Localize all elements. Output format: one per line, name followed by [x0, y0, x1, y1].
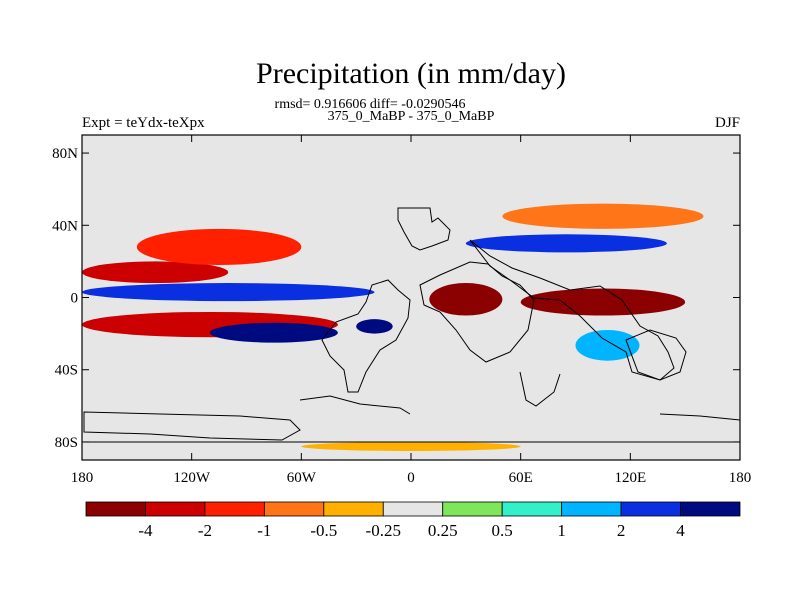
colorbar-label: 1: [557, 521, 566, 540]
colorbar-swatch: [145, 501, 206, 517]
y-tick-label: 80N: [52, 146, 78, 162]
colorbar-swatch: [680, 501, 741, 517]
colorbar-label: 2: [617, 521, 626, 540]
x-tick-label: 120W: [173, 470, 211, 486]
colorbar-label: -2: [198, 521, 212, 540]
y-tick-label: 0: [71, 291, 79, 307]
y-tick-label: 40N: [52, 218, 78, 234]
x-tick-label: 60E: [509, 470, 533, 486]
colorbar-label: -0.25: [366, 521, 401, 540]
coastline-africa: [419, 261, 535, 363]
stats-line: rmsd= 0.916606 diff= -0.0290546: [275, 97, 466, 112]
coastline-south-america: [321, 279, 411, 393]
colorbar-swatch: [620, 501, 681, 517]
colorbar-swatch: [501, 501, 563, 517]
coastline-americas: [397, 207, 451, 251]
colorbar-label: -0.5: [310, 521, 337, 540]
chart-subtitle: 375_0_MaBP - 375_0_MaBP: [328, 109, 495, 124]
colorbar-swatch: [382, 501, 444, 517]
colorbar-label: -4: [138, 521, 153, 540]
colorbar: -4 -2 -1 -0.5 -0.25 0.25 0.5 1 2 4: [85, 501, 741, 540]
right-label: DJF: [715, 115, 740, 131]
colorbar-swatch: [204, 501, 265, 517]
chart-title: Precipitation (in mm/day): [256, 57, 566, 90]
axes: 180 120W 60W 0 60E 120E 180 80N 40N 0 40S 80S: [52, 135, 751, 486]
x-tick-label: 180: [71, 470, 94, 486]
left-label: Expt = teYdx-teXpx: [82, 115, 205, 131]
colorbar-label: -1: [257, 521, 271, 540]
colorbar-label: 4: [676, 521, 685, 540]
y-tick-label: 40S: [55, 363, 78, 379]
field-region: [209, 322, 338, 343]
x-tick-label: 180: [729, 470, 752, 486]
field-region: [136, 228, 302, 265]
x-tick-label: 120E: [614, 470, 646, 486]
map-field: [82, 135, 740, 460]
field-region: [575, 330, 640, 361]
field-region: [520, 288, 686, 316]
field-region: [429, 283, 503, 316]
coastlines: [83, 207, 741, 443]
colorbar-swatch: [85, 501, 146, 517]
x-tick-label: 0: [407, 470, 415, 486]
colorbar-swatch: [263, 501, 325, 517]
colorbar-swatch: [323, 501, 384, 517]
field-region: [82, 261, 229, 284]
field-region: [82, 283, 375, 302]
y-tick-label: 80S: [55, 435, 78, 451]
colorbar-swatch: [561, 501, 622, 517]
coastline-greenland-antarctica: [83, 371, 741, 443]
field-region: [356, 319, 393, 334]
x-tick-label: 60W: [287, 470, 317, 486]
field-region: [502, 203, 704, 229]
field-region: [465, 234, 667, 253]
colorbar-label: 0.25: [428, 521, 458, 540]
coastline-eurasia: [469, 239, 675, 381]
colorbar-swatch: [442, 501, 503, 517]
colorbar-label: 0.5: [492, 521, 513, 540]
coastline-australia: [625, 329, 687, 381]
field-region: [301, 441, 521, 451]
